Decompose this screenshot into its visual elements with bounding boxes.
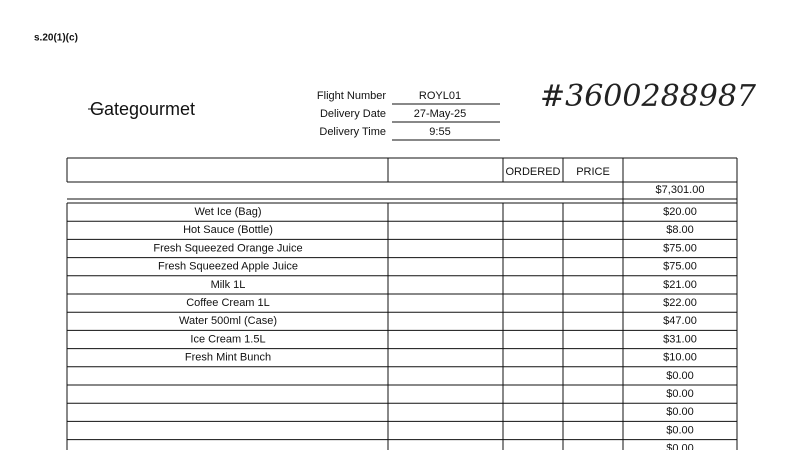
item-amount: $0.00	[666, 443, 694, 450]
item-amount: $47.00	[663, 315, 697, 327]
item-amount: $0.00	[666, 406, 694, 418]
item-name: Hot Sauce (Bottle)	[183, 224, 273, 236]
field-label: Delivery Date	[320, 108, 386, 120]
item-name: Milk 1L	[211, 279, 246, 291]
item-name: Coffee Cream 1L	[186, 297, 270, 309]
logo: Gategourmet	[90, 99, 195, 119]
item-name: Fresh Squeezed Apple Juice	[158, 261, 298, 273]
section-code: s.20(1)(c)	[34, 33, 78, 44]
item-amount: $75.00	[663, 261, 697, 273]
column-header: PRICE	[576, 166, 610, 178]
item-amount: $20.00	[663, 206, 697, 218]
field-label: Delivery Time	[319, 126, 386, 138]
item-name: Water 500ml (Case)	[179, 315, 277, 327]
handwritten-number: #3600288987	[540, 79, 757, 114]
item-amount: $21.00	[663, 279, 697, 291]
item-amount: $31.00	[663, 333, 697, 345]
field-value: 27-May-25	[414, 108, 467, 120]
item-amount: $0.00	[666, 424, 694, 436]
item-name: Fresh Squeezed Orange Juice	[153, 242, 302, 254]
column-header: ORDERED	[505, 166, 560, 178]
field-value: 9:55	[429, 126, 450, 138]
item-amount: $75.00	[663, 242, 697, 254]
total-amount: $7,301.00	[656, 184, 705, 196]
field-label: Flight Number	[317, 90, 386, 102]
item-name: Ice Cream 1.5L	[190, 333, 265, 345]
item-amount: $22.00	[663, 297, 697, 309]
item-name: Fresh Mint Bunch	[185, 352, 271, 364]
item-name: Wet Ice (Bag)	[194, 206, 261, 218]
item-amount: $10.00	[663, 352, 697, 364]
field-value: ROYL01	[419, 90, 461, 102]
item-amount: $8.00	[666, 224, 694, 236]
item-amount: $0.00	[666, 370, 694, 382]
item-amount: $0.00	[666, 388, 694, 400]
